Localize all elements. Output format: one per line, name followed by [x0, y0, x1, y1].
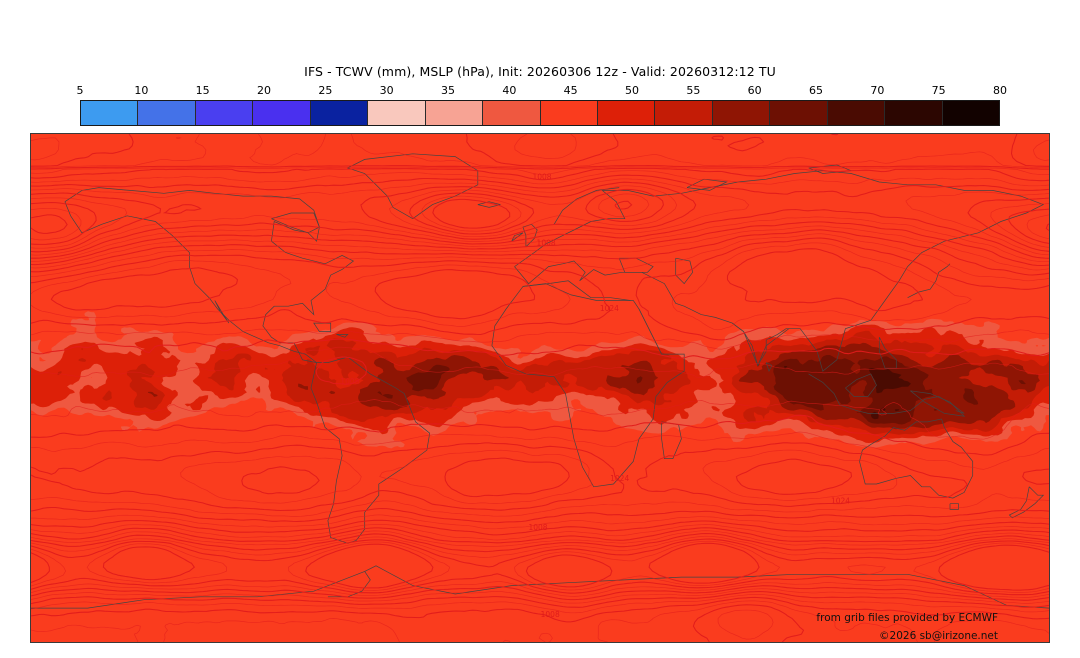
colorbar-tick-75: 75: [931, 84, 946, 97]
mslp-label-1008: 1008: [532, 173, 551, 182]
coastline-15: [31, 565, 1049, 609]
coastline-10: [907, 263, 951, 299]
colorbar-segment-2: [195, 101, 254, 125]
colorbar-segment-9: [597, 101, 656, 125]
tcwv-band-45-50: [31, 134, 1049, 642]
colorbar-tick-65: 65: [809, 84, 823, 97]
mslp-contour-1024: [31, 134, 1049, 512]
mslp-contour-996: [31, 178, 1049, 604]
mslp-contour-layer: [31, 134, 1049, 642]
coastline-26: [214, 300, 230, 324]
colorbar-segment-1: [138, 101, 196, 125]
mslp-contour-992: [31, 181, 1049, 601]
mslp-label-1024: 1024: [600, 304, 619, 313]
colorbar-tick-labels: 5 10 15 20 25 30 35 40 45 50 55 60 65 70 75 80: [76, 84, 1008, 99]
coastline-8: [949, 503, 959, 510]
mslp-contour-980: [31, 193, 1049, 593]
mslp-contour-1016: [31, 164, 1049, 642]
colorbar-tick-50: 50: [625, 84, 639, 97]
tcwv-band-70-75: [784, 366, 911, 420]
colorbar-segment-14: [885, 101, 943, 125]
mslp-contour-976: [31, 198, 1049, 591]
mslp-label-1024: 1024: [831, 497, 850, 506]
colorbar-segment-15: [942, 101, 999, 125]
mslp-contour-1012: [31, 166, 1049, 642]
colorbar-segment-12: [770, 101, 828, 125]
mslp-contour-1028: [31, 134, 1049, 504]
colorbar-tick-40: 40: [502, 84, 517, 97]
colorbar-segment-6: [425, 101, 484, 125]
colorbar-tick-20: 20: [257, 84, 271, 97]
colorbar: [80, 100, 1000, 126]
coastline-20: [336, 334, 349, 338]
colorbar-segment-7: [483, 101, 541, 125]
mslp-label-1008: 1008: [541, 610, 560, 619]
colorbar-tick-45: 45: [563, 84, 578, 97]
coastline-16: [327, 571, 371, 598]
mslp-contour-988: [31, 185, 1049, 598]
coastline-19: [313, 322, 332, 332]
colorbar-tick-70: 70: [870, 84, 885, 97]
colorbar-segment-4: [310, 101, 369, 125]
coastline-7: [859, 418, 974, 499]
coastline-9: [1008, 486, 1045, 519]
copyright-credit: ©2026 sb@irizone.net: [879, 630, 998, 642]
colorbar-tick-15: 15: [195, 84, 210, 97]
colorbar-tick-55: 55: [686, 84, 701, 97]
coastline-24: [522, 280, 631, 301]
coastline-31: [910, 390, 966, 417]
mslp-label-1008: 1008: [528, 523, 547, 532]
colorbar-tick-60: 60: [747, 84, 762, 97]
colorbar-tick-35: 35: [441, 84, 455, 97]
colorbar-segment-11: [712, 101, 771, 125]
colorbar-tick-80: 80: [993, 84, 1007, 97]
mslp-contour-labels: 1008 1008 1008 1008 1008 1024 1024 1024: [340, 173, 850, 619]
colorbar-segments: [80, 100, 1000, 126]
mslp-contour-1008: [31, 167, 1049, 623]
coastline-22: [675, 257, 694, 285]
coastline-12: [845, 373, 877, 397]
mslp-label-1008: 1008: [537, 239, 556, 248]
colorbar-tick-5: 5: [76, 84, 84, 97]
colorbar-segment-3: [253, 101, 311, 125]
coastline-0: [64, 187, 355, 363]
chart-title: IFS - TCWV (mm), MSLP (hPa), Init: 20260…: [304, 64, 776, 79]
colorbar-tick-10: 10: [134, 84, 149, 97]
colorbar-tick-25: 25: [318, 84, 333, 97]
colorbar-segment-0: [81, 101, 139, 125]
coastline-28: [686, 178, 728, 191]
mslp-contour-1032: [50, 248, 924, 498]
mslp-contour-1004: [31, 170, 1049, 614]
coastline-25: [638, 308, 662, 355]
mslp-contour-1020: [31, 134, 1049, 640]
data-source-credit: from grib files provided by ECMWF: [816, 612, 998, 624]
colorbar-segment-10: [655, 101, 713, 125]
mslp-contour-1000: [31, 174, 1049, 608]
colorbar-tick-30: 30: [379, 84, 394, 97]
colorbar-segment-13: [827, 101, 886, 125]
tcwv-band-65-70: [377, 355, 1026, 425]
mslp-label-1024: 1024: [610, 474, 629, 483]
map-plot-area: 1008 1008 1008 1008 1008 1024 1024 1024: [30, 133, 1050, 643]
colorbar-segment-8: [540, 101, 598, 125]
colorbar-segment-5: [368, 101, 426, 125]
coastline-1: [346, 153, 479, 220]
mslp-label-1008: 1008: [340, 377, 359, 386]
tcwv-shading-layer: [31, 134, 1049, 642]
mslp-contour-984: [31, 188, 1049, 596]
coastline-30: [765, 362, 773, 373]
map-canvas: 1008 1008 1008 1008 1008 1024 1024 1024: [31, 134, 1049, 642]
